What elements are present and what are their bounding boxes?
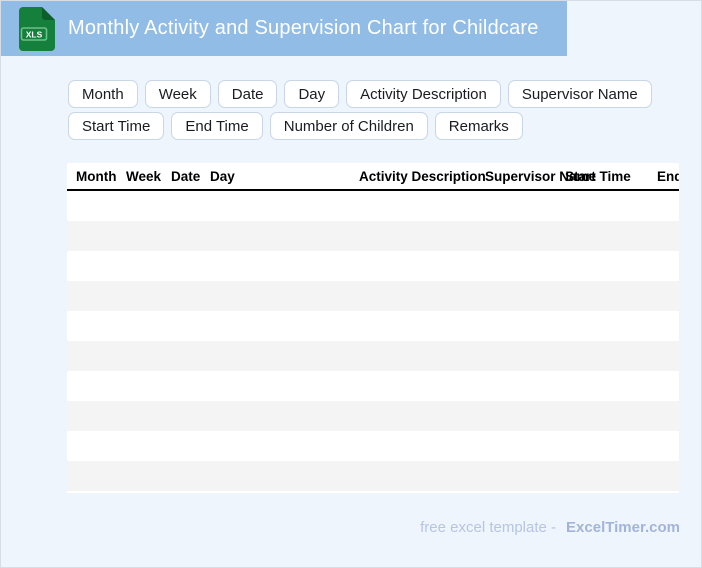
table-column-header: Week: [126, 168, 162, 184]
field-chip[interactable]: Day: [284, 80, 340, 108]
table-column-header: Date: [171, 168, 201, 184]
table-column-header: End Time: [657, 168, 679, 184]
field-chip-list: Month Week Date Day Activity Description…: [68, 80, 690, 140]
table-row: [67, 461, 679, 491]
field-chip[interactable]: Remarks: [434, 112, 523, 140]
table-row: [67, 311, 679, 341]
table-header-row: Month Week Date Day Activity Description…: [67, 163, 679, 191]
spreadsheet-preview: Month Week Date Day Activity Description…: [67, 163, 679, 493]
table-column-header: Supervisor Name: [485, 168, 597, 184]
footer-caption: free excel template -: [420, 519, 557, 536]
table-column-header: Month: [76, 168, 117, 184]
table-row: [67, 221, 679, 251]
footer: free excel template - ExcelTimer.com: [420, 519, 680, 536]
field-chip[interactable]: Date: [217, 80, 278, 108]
field-chip[interactable]: End Time: [171, 112, 263, 140]
table-column-header: Activity Description: [359, 168, 486, 184]
field-chip[interactable]: Start Time: [68, 112, 165, 140]
table-column-header: Start Time: [565, 168, 631, 184]
page-title: Monthly Activity and Supervision Chart f…: [68, 17, 539, 39]
table-row: [67, 251, 679, 281]
field-chip[interactable]: Week: [144, 80, 211, 108]
xls-badge-text: XLS: [26, 29, 43, 39]
table-row: [67, 431, 679, 461]
field-chip[interactable]: Month: [68, 80, 138, 108]
table-body: [67, 191, 679, 491]
footer-brand-link[interactable]: ExcelTimer.com: [566, 519, 680, 536]
table-row: [67, 371, 679, 401]
table-row: [67, 341, 679, 371]
xls-file-icon: XLS: [19, 6, 55, 51]
field-chip[interactable]: Number of Children: [269, 112, 428, 140]
title-banner: XLS Monthly Activity and Supervision Cha…: [1, 1, 567, 56]
table-row: [67, 191, 679, 221]
field-chip[interactable]: Activity Description: [346, 80, 501, 108]
table-row: [67, 281, 679, 311]
table-column-header: Day: [210, 168, 235, 184]
field-chip[interactable]: Supervisor Name: [507, 80, 652, 108]
table-row: [67, 401, 679, 431]
